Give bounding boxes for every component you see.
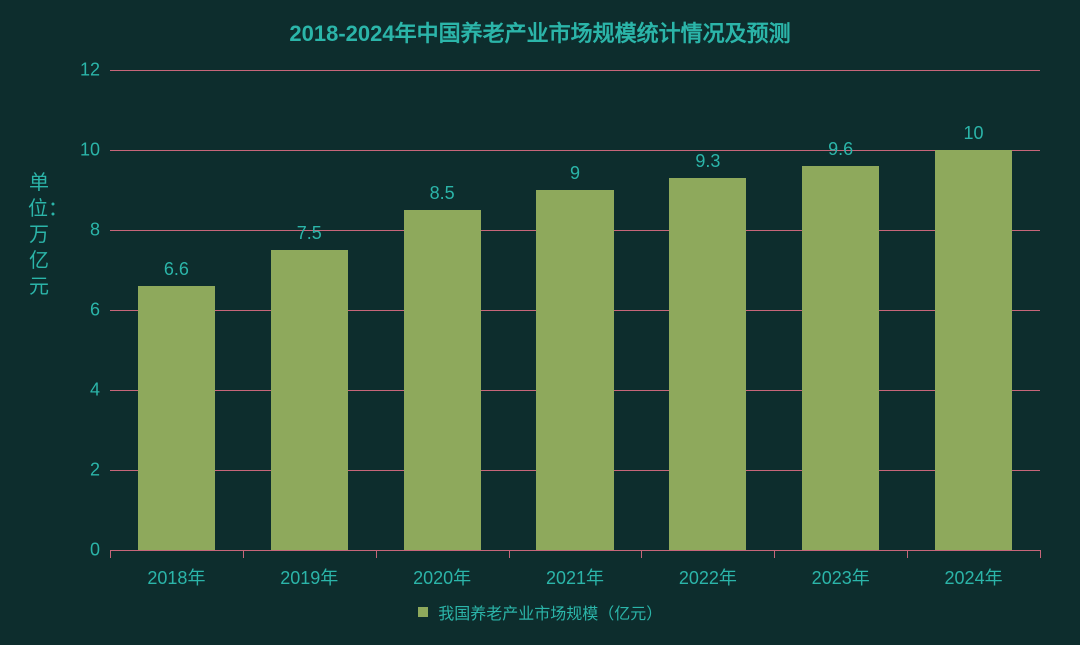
y-tick-label: 12 (70, 60, 100, 81)
bar-value-label: 8.5 (430, 183, 455, 204)
bar: 7.5 (271, 250, 348, 550)
bar-value-label: 10 (964, 123, 984, 144)
x-tick-mark (110, 550, 111, 558)
chart-title: 2018-2024年中国养老产业市场规模统计情况及预测 (0, 16, 1080, 48)
bar: 10 (935, 150, 1012, 550)
y-tick-label: 2 (70, 460, 100, 481)
bar: 9.6 (802, 166, 879, 550)
x-category-label: 2019年 (280, 564, 338, 590)
x-category-label: 2024年 (945, 564, 1003, 590)
legend-label: 我国养老产业市场规模（亿元） (438, 606, 662, 623)
y-tick-label: 10 (70, 140, 100, 161)
x-category-label: 2023年 (812, 564, 870, 590)
x-tick-mark (774, 550, 775, 558)
bar-value-label: 9.6 (828, 139, 853, 160)
x-tick-mark (641, 550, 642, 558)
x-tick-mark (376, 550, 377, 558)
y-tick-label: 4 (70, 380, 100, 401)
x-category-label: 2018年 (147, 564, 205, 590)
y-tick-label: 6 (70, 300, 100, 321)
gridline (110, 150, 1040, 151)
bar: 9 (536, 190, 613, 550)
bar-value-label: 9.3 (695, 151, 720, 172)
y-axis-title: 单位：万亿元 (28, 170, 50, 300)
x-tick-mark (1040, 550, 1041, 558)
x-category-label: 2022年 (679, 564, 737, 590)
bar: 6.6 (138, 286, 215, 550)
x-category-label: 2020年 (413, 564, 471, 590)
bar: 9.3 (669, 178, 746, 550)
x-tick-mark (907, 550, 908, 558)
legend-swatch (418, 607, 428, 617)
bar-value-label: 9 (570, 163, 580, 184)
plot-area: 0246810126.67.58.599.39.610 (110, 70, 1040, 550)
bar-value-label: 6.6 (164, 259, 189, 280)
bar-value-label: 7.5 (297, 223, 322, 244)
y-tick-label: 8 (70, 220, 100, 241)
x-axis: 2018年 2019年 2020年 2021年 2022年 2023年 2024年 (110, 550, 1040, 590)
bar: 8.5 (404, 210, 481, 550)
x-category-label: 2021年 (546, 564, 604, 590)
gridline (110, 70, 1040, 71)
legend: 我国养老产业市场规模（亿元） (0, 600, 1080, 624)
y-tick-label: 0 (70, 540, 100, 561)
x-tick-mark (509, 550, 510, 558)
x-tick-mark (243, 550, 244, 558)
